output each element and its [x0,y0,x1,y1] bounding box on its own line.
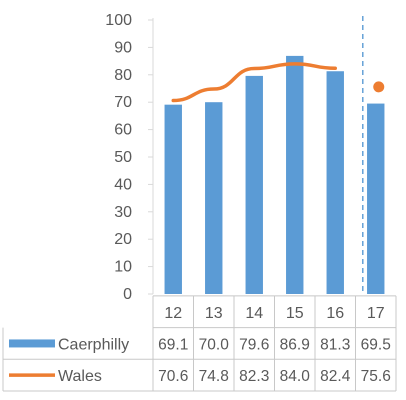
table-cell-wales-15: 84.0 [280,368,311,385]
table-cell-caerphilly-16: 81.3 [320,336,350,353]
bar-caerphilly-12 [164,104,182,294]
y-tick-label: 60 [114,122,132,139]
table-cell-wales-17: 75.6 [361,368,391,385]
x-tick-label-16: 16 [326,305,344,322]
y-tick-label: 70 [114,94,132,111]
bar-caerphilly-17 [367,103,385,294]
table-cell-wales-13: 74.8 [199,368,229,385]
table-cell-caerphilly-17: 69.5 [361,336,391,353]
table-cell-wales-12: 70.6 [158,368,188,385]
bar-caerphilly-15 [286,55,304,295]
bar-caerphilly-13 [205,102,223,294]
table-cell-caerphilly-14: 79.6 [239,336,269,353]
x-tick-label-12: 12 [164,305,182,322]
table-cell-caerphilly-15: 86.9 [280,336,310,353]
y-tick-label: 50 [114,149,132,166]
y-tick-label: 10 [114,259,132,276]
legend-label-caerphilly: Caerphilly [58,336,129,353]
y-tick-label: 100 [105,12,132,29]
bar-caerphilly-16 [326,71,344,294]
line-wales [171,62,337,103]
x-tick-label-17: 17 [367,305,385,322]
x-tick-label-14: 14 [245,305,263,322]
bar-caerphilly-14 [245,75,263,295]
table-cell-caerphilly-13: 70.0 [199,336,230,353]
x-tick-label-15: 15 [286,305,304,322]
y-tick-label: 0 [123,286,132,303]
y-tick-label: 90 [114,39,132,56]
legend-label-wales: Wales [58,368,102,385]
table-cell-wales-16: 82.4 [320,368,351,385]
marker-wales-17 [373,81,385,93]
y-tick-label: 40 [114,176,132,193]
x-tick-label-13: 13 [205,305,223,322]
table-cell-wales-14: 82.3 [239,368,269,385]
table-cell-caerphilly-12: 69.1 [158,336,188,353]
y-tick-label: 20 [114,231,132,248]
y-tick-label: 30 [114,204,132,221]
legend-key-caerphilly [9,339,55,348]
y-tick-label: 80 [114,67,132,84]
